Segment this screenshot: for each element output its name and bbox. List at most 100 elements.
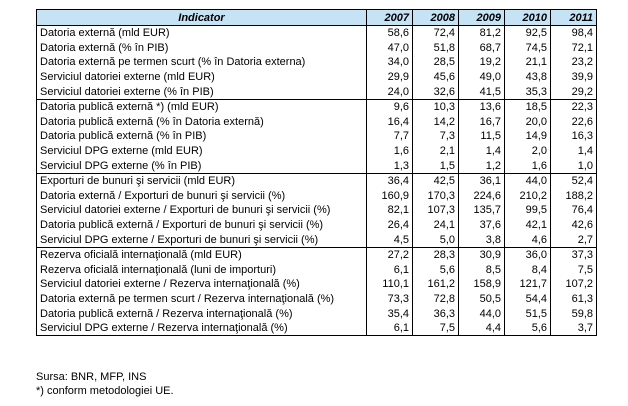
row-value-2009: 68,7 <box>458 40 505 56</box>
row-value-2007: 26,4 <box>366 217 413 233</box>
row-value-2011: 16,3 <box>550 129 597 144</box>
row-value-2008: 51,8 <box>412 40 459 56</box>
row-value-2010: 44,0 <box>504 172 551 189</box>
table-row: Serviciul datoriei externe (mld EUR) 29,9… <box>36 69 597 85</box>
table-body: Datoria externă (mld EUR) 58,6 72,4 81,2 92,… <box>36 24 597 337</box>
row-label: Datoria externă (mld EUR) <box>36 24 367 41</box>
row-label: Serviciul DPG externe (mld EUR) <box>36 143 367 159</box>
table-row: Datoria publică externă / Rezerva intern… <box>36 306 597 321</box>
row-value-2007: 34,0 <box>366 55 413 70</box>
table-row: Datoria publică externă (% în PIB) 7,7 7,3… <box>36 129 597 144</box>
row-value-2007: 47,0 <box>366 40 413 56</box>
row-value-2009: 41,5 <box>458 84 505 100</box>
row-value-2007: 9,6 <box>366 98 413 115</box>
table-row: Serviciul DPG externe / Exporturi de bun… <box>36 232 597 248</box>
row-value-2008: 14,2 <box>412 114 459 130</box>
row-label: Serviciul datoriei externe (% în PIB) <box>36 84 367 100</box>
row-value-2009: 37,6 <box>458 217 505 233</box>
table-row: Serviciul datoriei externe / Exporturi d… <box>36 203 597 218</box>
row-value-2011: 107,2 <box>550 277 597 292</box>
row-label: Datoria externă (% în PIB) <box>36 40 367 56</box>
row-label: Datoria publică externă *) (mld EUR) <box>36 98 367 115</box>
row-label: Datoria externă / Exporturi de bunuri şi… <box>36 188 367 204</box>
row-label: Datoria externă pe termen scurt (% în Da… <box>36 55 367 70</box>
debt-indicators-table-container: Indicator 2007 2008 2009 2010 2011 Dator… <box>36 9 597 337</box>
row-label: Datoria publică externă (% în PIB) <box>36 129 367 144</box>
row-label: Serviciul datoriei externe / Exporturi d… <box>36 203 367 218</box>
row-value-2011: 59,8 <box>550 306 597 321</box>
row-value-2007: 1,3 <box>366 158 413 174</box>
table-notes: Sursa: BNR, MFP, INS *) conform metodolo… <box>36 370 174 398</box>
row-value-2007: 16,4 <box>366 114 413 130</box>
row-value-2010: 54,4 <box>504 291 551 307</box>
row-value-2010: 121,7 <box>504 277 551 292</box>
table-row: Datoria externă / Exporturi de bunuri şi… <box>36 188 597 204</box>
row-value-2008: 1,5 <box>412 158 459 174</box>
row-value-2008: 2,1 <box>412 143 459 159</box>
row-value-2009: 135,7 <box>458 203 505 218</box>
header-year-2007: 2007 <box>366 9 413 26</box>
header-year-2010: 2010 <box>504 9 551 26</box>
row-label: Datoria externă pe termen scurt / Rezerv… <box>36 291 367 307</box>
row-value-2010: 5,6 <box>504 320 551 337</box>
row-value-2009: 44,0 <box>458 306 505 321</box>
debt-indicators-table: Indicator 2007 2008 2009 2010 2011 Dator… <box>36 9 597 337</box>
row-label: Serviciul DPG externe (% în PIB) <box>36 158 367 174</box>
row-value-2010: 36,0 <box>504 246 551 263</box>
row-value-2010: 35,3 <box>504 84 551 100</box>
row-value-2010: 14,9 <box>504 129 551 144</box>
row-label: Datoria publică externă / Exporturi de b… <box>36 217 367 233</box>
row-value-2008: 10,3 <box>412 98 459 115</box>
table-row: Datoria externă pe termen scurt / Rezerv… <box>36 291 597 307</box>
table-row: Rezerva oficială internaţională (mld EUR… <box>36 246 597 263</box>
row-label: Rezerva oficială internaţională (luni de… <box>36 262 367 278</box>
row-value-2009: 49,0 <box>458 69 505 85</box>
header-indicator: Indicator <box>36 9 367 26</box>
row-value-2007: 7,7 <box>366 129 413 144</box>
row-value-2009: 4,4 <box>458 320 505 337</box>
row-value-2010: 92,5 <box>504 24 551 41</box>
row-value-2010: 21,1 <box>504 55 551 70</box>
row-value-2008: 72,8 <box>412 291 459 307</box>
row-value-2011: 23,2 <box>550 55 597 70</box>
table-row: Serviciul datoriei externe (% în PIB) 24,… <box>36 84 597 100</box>
row-value-2007: 73,3 <box>366 291 413 307</box>
row-value-2010: 210,2 <box>504 188 551 204</box>
row-value-2011: 188,2 <box>550 188 597 204</box>
row-value-2007: 27,2 <box>366 246 413 263</box>
row-value-2010: 42,1 <box>504 217 551 233</box>
row-value-2008: 5,0 <box>412 232 459 248</box>
header-year-2011: 2011 <box>550 9 597 26</box>
row-value-2007: 58,6 <box>366 24 413 41</box>
table-header-row: Indicator 2007 2008 2009 2010 2011 <box>36 9 597 26</box>
row-value-2011: 1,4 <box>550 143 597 159</box>
row-value-2011: 72,1 <box>550 40 597 56</box>
header-year-2009: 2009 <box>458 9 505 26</box>
table-row: Datoria publică externă *) (mld EUR) 9,6 1… <box>36 98 597 115</box>
source-note: Sursa: BNR, MFP, INS <box>36 371 147 383</box>
row-value-2009: 158,9 <box>458 277 505 292</box>
row-value-2007: 160,9 <box>366 188 413 204</box>
row-value-2007: 36,4 <box>366 172 413 189</box>
table-row: Datoria externă (mld EUR) 58,6 72,4 81,2 92,… <box>36 24 597 41</box>
row-value-2009: 1,4 <box>458 143 505 159</box>
row-value-2008: 7,3 <box>412 129 459 144</box>
row-value-2007: 35,4 <box>366 306 413 321</box>
row-value-2007: 110,1 <box>366 277 413 292</box>
row-value-2011: 52,4 <box>550 172 597 189</box>
row-value-2011: 1,0 <box>550 158 597 174</box>
row-value-2009: 19,2 <box>458 55 505 70</box>
row-value-2010: 18,5 <box>504 98 551 115</box>
row-value-2009: 1,2 <box>458 158 505 174</box>
row-value-2009: 16,7 <box>458 114 505 130</box>
row-value-2008: 36,3 <box>412 306 459 321</box>
row-value-2008: 42,5 <box>412 172 459 189</box>
row-value-2007: 4,5 <box>366 232 413 248</box>
table-row: Exporturi de bunuri şi servicii (mld EUR… <box>36 172 597 189</box>
row-value-2011: 2,7 <box>550 232 597 248</box>
row-value-2008: 32,6 <box>412 84 459 100</box>
row-value-2008: 7,5 <box>412 320 459 337</box>
row-value-2009: 3,8 <box>458 232 505 248</box>
table-row: Datoria publică externă / Exporturi de b… <box>36 217 597 233</box>
table-row: Datoria publică externă (% în Datoria ex… <box>36 114 597 130</box>
